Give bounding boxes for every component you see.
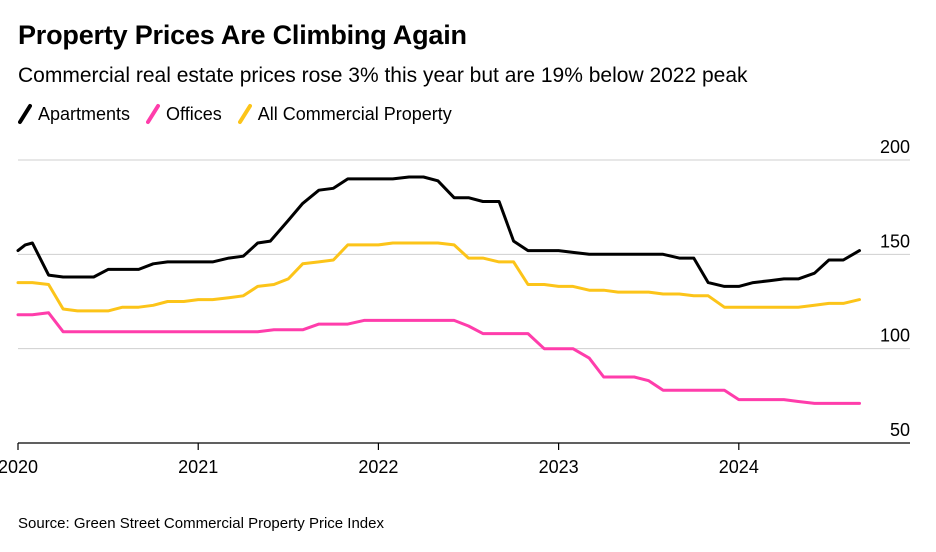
y-tick-label-150: 150 [880, 231, 910, 251]
x-tick-label-2023: 2023 [539, 457, 579, 477]
x-tick-label-2022: 2022 [358, 457, 398, 477]
legend-swatch-offices-line [146, 104, 161, 124]
source-note: Source: Green Street Commercial Property… [18, 515, 384, 532]
legend-swatch-apartments-line [18, 104, 32, 124]
series-line-all-commercial-property [16, 241, 861, 313]
legend-swatch-apartments [18, 104, 32, 124]
legend: Apartments Offices All Commercial Proper… [18, 100, 468, 128]
legend-swatch-offices [146, 104, 161, 124]
legend-label-apartments: Apartments [38, 103, 131, 124]
x-tick-label-2020: 2020 [0, 457, 38, 477]
chart-subtitle: Commercial real estate prices rose 3% th… [18, 64, 748, 87]
y-tick-label-200: 200 [880, 137, 910, 157]
legend-swatch-all-commercial [237, 104, 252, 124]
x-tick-label-2024: 2024 [719, 457, 759, 477]
y-tick-label-100: 100 [880, 326, 910, 346]
y-tick-label-50: 50 [890, 420, 910, 440]
x-tick-label-2021: 2021 [178, 457, 218, 477]
series-line-apartments [16, 175, 861, 288]
legend-item-offices: Offices [146, 103, 222, 125]
legend-item-apartments: Apartments [18, 103, 130, 125]
legend-label-all-commercial: All Commercial Property [257, 103, 452, 124]
chart-title: Property Prices Are Climbing Again [18, 20, 467, 50]
series-line-offices [16, 311, 861, 405]
legend-label-offices: Offices [166, 103, 222, 124]
legend-item-all-commercial: All Commercial Property [237, 103, 452, 125]
legend-swatch-all-commercial-line [237, 104, 252, 124]
